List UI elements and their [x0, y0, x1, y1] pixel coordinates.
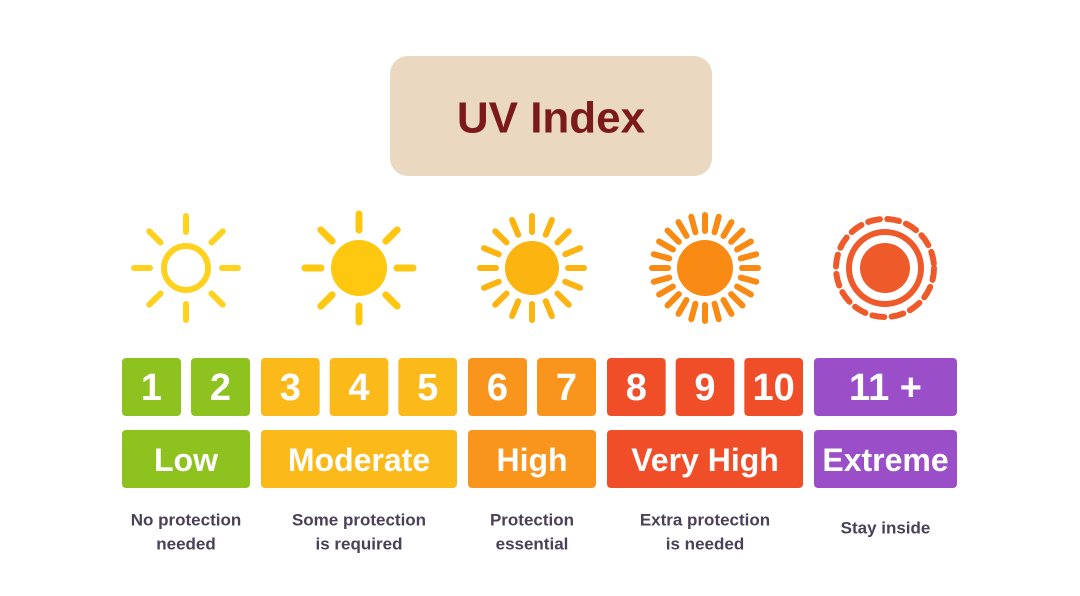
sun-ray [688, 300, 699, 323]
level-number: 11 + [849, 367, 922, 409]
level-label: Very High [631, 442, 779, 478]
sun-ray [554, 290, 572, 308]
label-box [122, 430, 250, 488]
sun-ray [382, 291, 401, 310]
number-box [814, 358, 957, 416]
level-label: Extreme [822, 442, 948, 478]
sun [505, 241, 559, 295]
sun-ray [728, 227, 746, 245]
level-number: 7 [556, 367, 577, 409]
number-box [398, 358, 457, 416]
label-box [468, 430, 596, 488]
level-number: 1 [141, 367, 162, 409]
sun-ray [480, 278, 502, 291]
sun-ray [720, 219, 735, 239]
sun-ray [720, 297, 735, 317]
sun-ray [542, 298, 555, 320]
sun-ray [562, 245, 584, 258]
level-advice: Stay inside [841, 519, 931, 538]
number-box [607, 358, 666, 416]
sun-ray [675, 297, 690, 317]
number-box [191, 358, 250, 416]
level-label: High [496, 442, 567, 478]
level-advice: Some protection [292, 511, 426, 530]
level-label: Moderate [288, 442, 430, 478]
level-number: 3 [280, 367, 301, 409]
sun-ray [146, 290, 164, 308]
level-number: 9 [694, 367, 715, 409]
sun-ring [846, 229, 924, 307]
level-advice: is needed [666, 535, 744, 554]
sun-ray [675, 219, 690, 239]
level-number: 4 [348, 367, 369, 409]
level-label: Low [154, 442, 218, 478]
level-advice: No protection [131, 511, 242, 530]
sun-ray [208, 228, 226, 246]
level-advice: needed [156, 535, 216, 554]
sun-ray [650, 274, 673, 285]
level-number: 10 [753, 367, 795, 409]
level-advice: essential [496, 535, 569, 554]
sun-ray [492, 290, 510, 308]
level-advice: is required [316, 535, 403, 554]
number-box [122, 358, 181, 416]
level-advice: Extra protection [640, 511, 770, 530]
sun [860, 243, 910, 293]
sun-ray [492, 228, 510, 246]
sun-ray [734, 238, 754, 253]
sun-ray [480, 245, 502, 258]
title-box [390, 56, 712, 176]
sun-ray [737, 274, 760, 285]
sun [331, 240, 387, 296]
sun-ray [688, 213, 699, 236]
sun-ray [711, 300, 722, 323]
label-box [607, 430, 803, 488]
sun-ray [664, 291, 682, 309]
level-number: 2 [210, 367, 231, 409]
level-number: 5 [417, 367, 438, 409]
sun-ray [562, 278, 584, 291]
number-box [537, 358, 596, 416]
sun-ray [509, 216, 522, 238]
sun-ray [656, 283, 676, 298]
sun [677, 240, 733, 296]
sun-ray [542, 216, 555, 238]
sun-ray [554, 228, 572, 246]
sun-ray [208, 290, 226, 308]
sun-ray [317, 226, 336, 245]
level-advice: Protection [490, 511, 574, 530]
sun-ray [728, 291, 746, 309]
sun-ray [146, 228, 164, 246]
number-box [468, 358, 527, 416]
number-box [329, 358, 389, 416]
sun-ray [509, 298, 522, 320]
label-box [814, 430, 957, 488]
sun-ray [737, 251, 760, 262]
level-number: 6 [487, 367, 508, 409]
sun-ray [317, 291, 336, 310]
number-box [675, 358, 735, 416]
sun-ray [650, 251, 673, 262]
level-number: 8 [626, 367, 647, 409]
number-box [261, 358, 320, 416]
number-box [744, 358, 803, 416]
sun-ray [382, 226, 401, 245]
title: UV Index [457, 94, 646, 143]
label-box [261, 430, 457, 488]
sun-dashes [833, 216, 937, 320]
sun-ray [711, 213, 722, 236]
sun-ray [656, 238, 676, 253]
sun [161, 243, 211, 293]
sun-ray [664, 227, 682, 245]
sun-ray [734, 283, 754, 298]
